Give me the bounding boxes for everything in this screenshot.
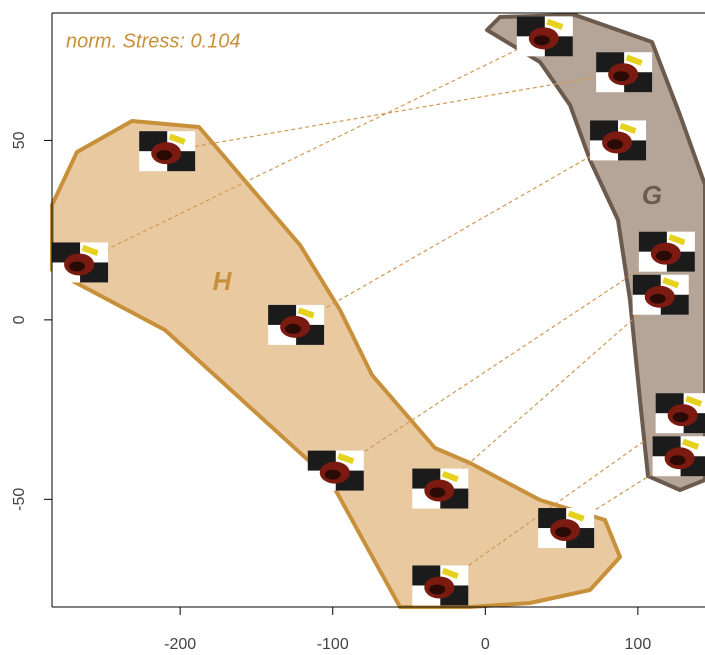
img-object — [429, 487, 446, 498]
img-tag — [685, 395, 703, 407]
point-image — [638, 231, 695, 272]
img-tag — [546, 18, 564, 30]
img-tag — [567, 510, 585, 522]
x-tick-label: 0 — [481, 636, 490, 653]
hull-g — [485, 13, 705, 492]
point-image — [307, 450, 364, 491]
link — [439, 412, 684, 586]
point-image — [139, 131, 196, 172]
img-object — [156, 150, 173, 161]
point-image — [632, 274, 689, 315]
hull-h — [50, 119, 622, 609]
group-label: H — [213, 266, 233, 296]
point-image — [516, 16, 573, 57]
point-image — [652, 436, 705, 477]
x-tick-label: 100 — [625, 636, 652, 653]
img-object — [285, 323, 302, 334]
img-object — [613, 71, 630, 82]
img-object — [672, 412, 689, 423]
x-tick-label: -100 — [317, 636, 349, 653]
img-object — [69, 261, 86, 272]
link — [295, 139, 619, 326]
point-image — [412, 565, 469, 606]
img-tag — [168, 133, 186, 145]
link — [335, 251, 668, 472]
y-tick-label: -50 — [11, 488, 28, 511]
point-image — [52, 242, 109, 283]
y-tick-label: 0 — [11, 315, 28, 324]
y-tick-label: 50 — [11, 131, 28, 149]
img-tag — [668, 234, 686, 246]
img-tag — [441, 471, 459, 483]
point-image — [268, 304, 325, 345]
img-tag — [682, 438, 700, 450]
img-object — [669, 455, 686, 466]
point-image — [538, 508, 595, 549]
annotation: norm. Stress: 0.104 — [66, 30, 241, 52]
point-image — [590, 120, 647, 161]
link — [439, 294, 662, 490]
point-image — [596, 52, 653, 93]
img-object — [429, 584, 446, 595]
img-tag — [337, 453, 355, 465]
img-tag — [441, 567, 459, 580]
link — [167, 71, 625, 152]
img-tag — [662, 277, 680, 289]
point-image — [655, 393, 705, 434]
img-object — [533, 35, 550, 46]
img-object — [607, 139, 624, 150]
points — [52, 16, 705, 606]
group-label: G — [642, 180, 662, 210]
img-object — [324, 469, 341, 480]
img-tag — [297, 307, 315, 319]
img-tag — [619, 122, 637, 134]
img-tag — [625, 54, 643, 66]
point-image — [412, 468, 469, 509]
x-tick-label: -200 — [164, 636, 196, 653]
img-tag — [81, 244, 99, 256]
img-object — [649, 293, 666, 304]
img-object — [555, 527, 572, 538]
img-object — [655, 250, 672, 261]
link — [79, 35, 546, 263]
